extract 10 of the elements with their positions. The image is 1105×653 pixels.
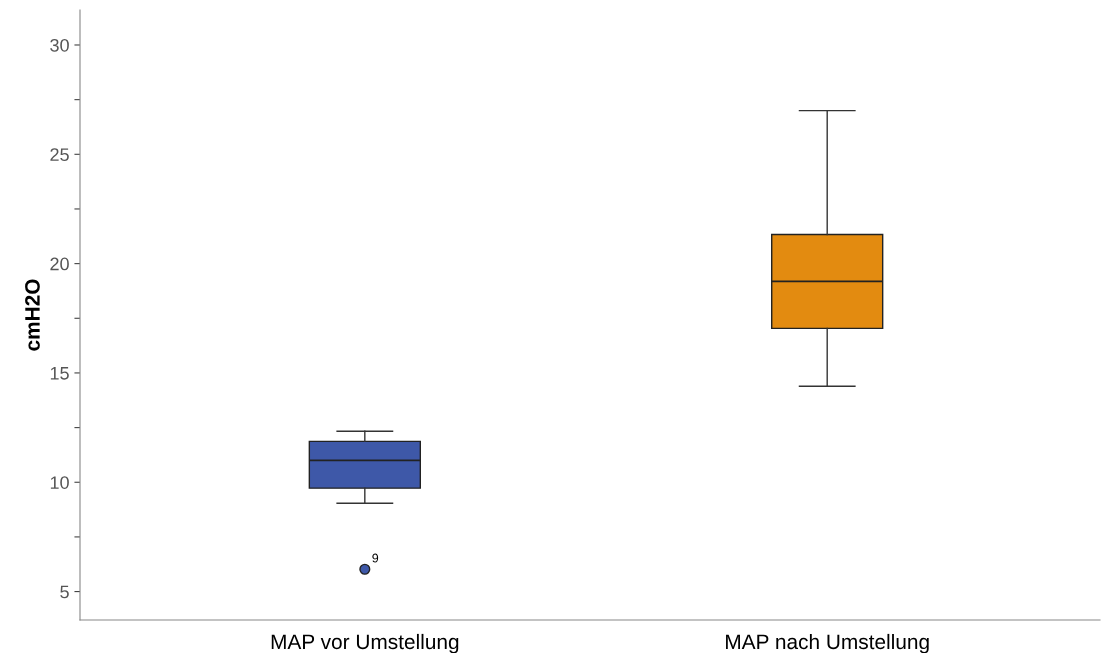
y-tick-label: 5 bbox=[60, 585, 69, 599]
y-tick-label: 15 bbox=[50, 367, 69, 380]
y-tick-label: 10 bbox=[50, 476, 69, 489]
annotation: 9 bbox=[372, 553, 379, 563]
y-axis-title: cmH2O bbox=[25, 279, 40, 351]
y-tick-label: 25 bbox=[50, 148, 69, 162]
y-tick-label: 30 bbox=[50, 38, 69, 52]
y-tick-label: 20 bbox=[50, 257, 69, 271]
x-tick-label: MAP vor Umstellung bbox=[271, 633, 459, 653]
x-tick-label: MAP nach Umstellung bbox=[726, 633, 929, 653]
